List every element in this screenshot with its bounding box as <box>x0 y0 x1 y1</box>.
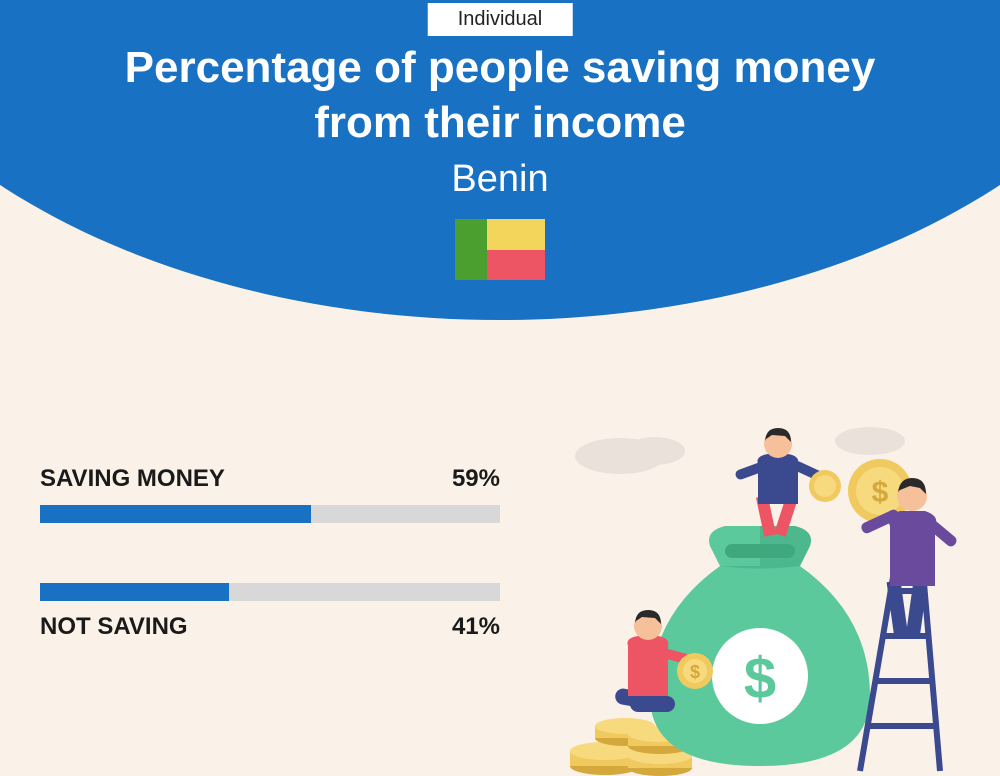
tab-individual: Individual <box>428 3 573 36</box>
person-top-icon <box>734 428 841 537</box>
svg-text:$: $ <box>744 646 776 711</box>
bar-label: SAVING MONEY <box>40 465 225 493</box>
page-title: Percentage of people saving money from t… <box>0 40 1000 150</box>
flag-stripe-green <box>455 219 488 280</box>
flag-benin <box>455 219 546 280</box>
flag-stripe-yellow <box>487 219 545 250</box>
cloud-icon <box>625 437 685 465</box>
bar-saving-money: SAVING MONEY 59% <box>40 465 500 523</box>
person-ladder-icon: $ <box>848 459 959 637</box>
title-line-1: Percentage of people saving money <box>125 43 876 92</box>
title-line-2: from their income <box>314 98 686 147</box>
bar-label: NOT SAVING <box>40 613 188 641</box>
flag-stripe-red <box>487 250 545 281</box>
header-content: Percentage of people saving money from t… <box>0 40 1000 280</box>
savings-illustration: $ $ <box>560 416 980 776</box>
bar-value: 41% <box>452 613 500 641</box>
svg-text:$: $ <box>872 476 889 509</box>
bar-fill <box>40 505 311 523</box>
svg-text:$: $ <box>690 662 700 682</box>
bar-track <box>40 505 500 523</box>
country-name: Benin <box>0 158 1000 201</box>
bar-value: 59% <box>452 465 500 493</box>
cloud-icon <box>835 427 905 455</box>
bar-fill <box>40 583 229 601</box>
bar-not-saving: NOT SAVING 41% <box>40 583 500 641</box>
bar-track <box>40 583 500 601</box>
money-bag-icon: $ <box>650 526 870 766</box>
bars-section: SAVING MONEY 59% NOT SAVING 41% <box>40 465 500 701</box>
